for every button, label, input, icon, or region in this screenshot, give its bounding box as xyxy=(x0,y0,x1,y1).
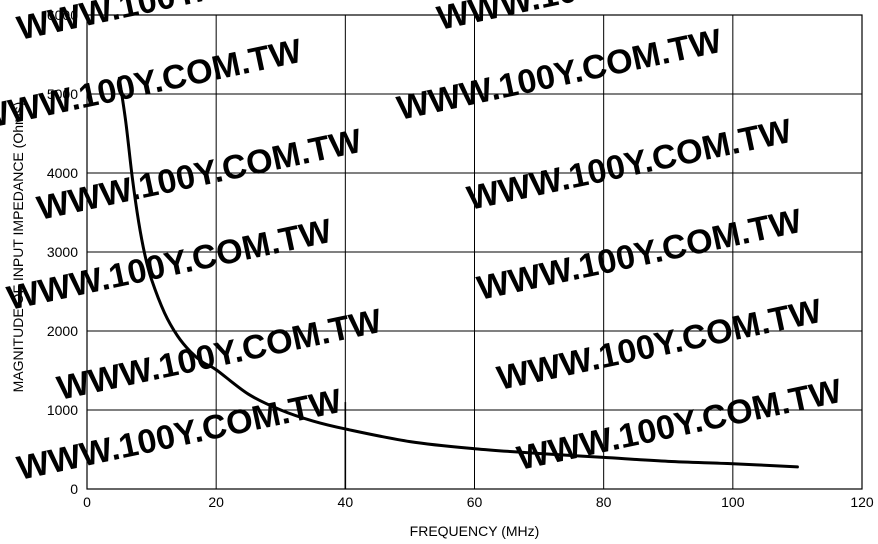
watermark-text: WWW.100Y.COM.TW xyxy=(34,122,366,228)
y-tick-label: 2000 xyxy=(47,323,78,339)
y-tick-label: 4000 xyxy=(47,165,78,181)
plot-frame xyxy=(86,14,863,490)
x-tick-label: 120 xyxy=(850,494,874,510)
x-tick-label: 60 xyxy=(467,494,483,510)
y-tick-label: 6000 xyxy=(47,7,78,23)
watermark-text: WWW.100Y.COM.TW xyxy=(394,22,726,128)
watermark-text: WWW.100Y.COM.TW xyxy=(464,112,796,218)
watermark-text: WWW.100Y.COM.TW xyxy=(474,202,806,308)
y-tick-label: 3000 xyxy=(47,244,78,260)
watermark-text: WWW.100Y.COM.TW xyxy=(494,292,826,398)
x-tick-label: 0 xyxy=(83,494,91,510)
y-tick-labels: 0 1000 2000 3000 4000 5000 6000 xyxy=(47,7,78,497)
grid xyxy=(87,15,862,489)
watermark-text: WWW.100Y.COM.TW xyxy=(0,32,306,138)
watermark-text: WWW.100Y.COM.TW xyxy=(4,212,336,318)
y-tick-label: 5000 xyxy=(47,86,78,102)
y-axis-label: MAGNITUDE OF INPUT IMPEDANCE (Ohms) xyxy=(10,102,26,393)
x-tick-labels: 0 20 40 60 80 100 120 xyxy=(83,494,874,510)
impedance-curve xyxy=(117,76,799,469)
y-tick-label: 1000 xyxy=(47,402,78,418)
x-tick-label: 100 xyxy=(721,494,745,510)
series-layer xyxy=(117,76,799,469)
x-axis-label: FREQUENCY (MHz) xyxy=(410,523,540,539)
y-tick-label: 0 xyxy=(70,481,78,497)
x-tick-label: 40 xyxy=(338,494,354,510)
x-tick-label: 80 xyxy=(596,494,612,510)
watermark-layer: WWW.100Y.COM.TW WWW.100Y.COM.TWWWW.100Y.C… xyxy=(0,0,846,488)
x-tick-label: 20 xyxy=(208,494,224,510)
